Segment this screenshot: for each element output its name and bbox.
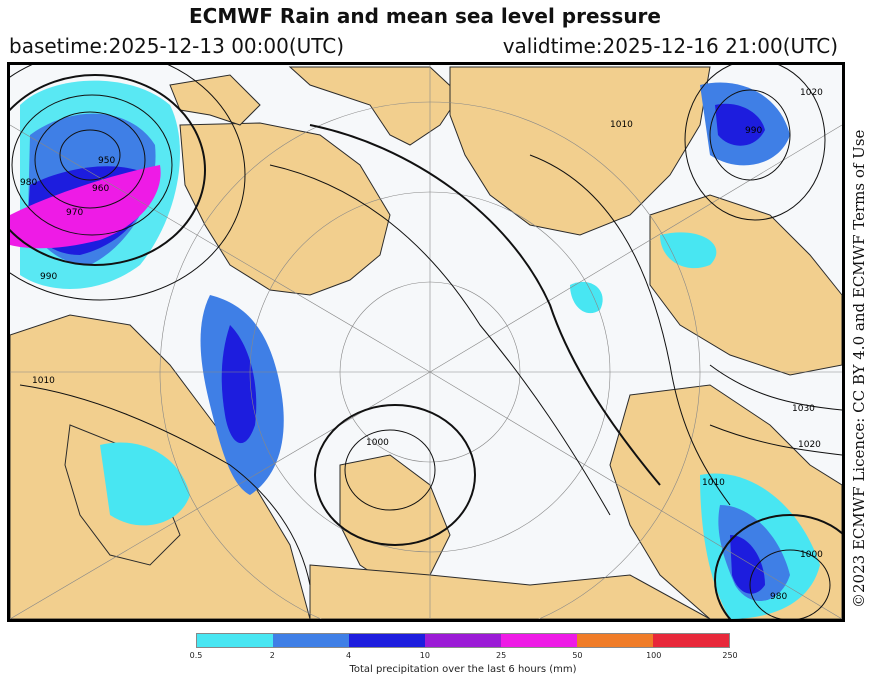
legend-tick: 0.5	[189, 651, 203, 660]
legend-swatch	[425, 634, 501, 647]
isobar-label: 1000	[366, 438, 389, 448]
isobar-label: 1020	[798, 440, 821, 450]
isobar-label: 980	[770, 592, 787, 602]
isobar-label: 1010	[610, 120, 633, 130]
legend-caption: Total precipitation over the last 6 hour…	[349, 664, 577, 675]
isobar-label: 1010	[32, 376, 55, 386]
validtime-label: validtime:2025-12-16 21:00(UTC)	[502, 34, 838, 58]
land-greenland	[179, 122, 391, 296]
isobar-label: 990	[745, 126, 762, 136]
precip-scattered-1	[570, 281, 603, 314]
isobar-label: 970	[66, 208, 83, 218]
legend-tick: 4	[346, 651, 352, 660]
precip-layer	[10, 80, 820, 619]
legend-swatch	[349, 634, 425, 647]
basetime-label: basetime:2025-12-13 00:00(UTC)	[9, 34, 345, 58]
precip-legend-bar	[196, 633, 730, 648]
legend-tick: 2	[269, 651, 275, 660]
legend-tick: 25	[496, 651, 507, 660]
isobar-label: 980	[20, 178, 37, 188]
legend-tick: 10	[419, 651, 430, 660]
legend-swatch	[653, 634, 729, 647]
legend-tick: 100	[646, 651, 662, 660]
isobar-label: 950	[98, 156, 115, 166]
precip-ne-siberia-core	[715, 103, 765, 146]
map-frame[interactable]: 950 960 970 980 990 1000 1000 1010 1010 …	[7, 62, 845, 622]
legend-tick: 250	[722, 651, 738, 660]
isobar-labels: 950 960 970 980 990 1000 1000 1010 1010 …	[20, 88, 823, 602]
legend-swatch	[577, 634, 653, 647]
legend-swatch	[197, 634, 273, 647]
legend-ticks: 0.5 2 4 10 25 50 100 250	[190, 651, 738, 663]
isobar-label: 990	[40, 272, 57, 282]
land-canadian-archipelago	[288, 66, 461, 146]
license-credit: ©2023 ECMWF Licence: CC BY 4.0 and ECMWF…	[850, 129, 868, 608]
legend-tick: 50	[572, 651, 583, 660]
graticule	[10, 65, 842, 619]
isobars	[10, 65, 842, 619]
precip-band-core	[221, 325, 257, 444]
legend-swatch	[501, 634, 577, 647]
legend-swatch	[273, 634, 349, 647]
chart-title: ECMWF Rain and mean sea level pressure	[189, 4, 661, 28]
precip-north-atlantic	[100, 442, 190, 526]
precip-scattered-2	[660, 232, 717, 269]
isobar-label: 1000	[800, 550, 823, 560]
isobar-label: 1020	[800, 88, 823, 98]
isobar-label: 960	[92, 184, 109, 194]
isobar-label: 1030	[792, 404, 815, 414]
isobar-label: 1010	[702, 478, 725, 488]
precip-cyclone-core	[10, 165, 161, 249]
precip-europe-core	[730, 535, 765, 594]
weather-map: 950 960 970 980 990 1000 1000 1010 1010 …	[10, 65, 842, 619]
